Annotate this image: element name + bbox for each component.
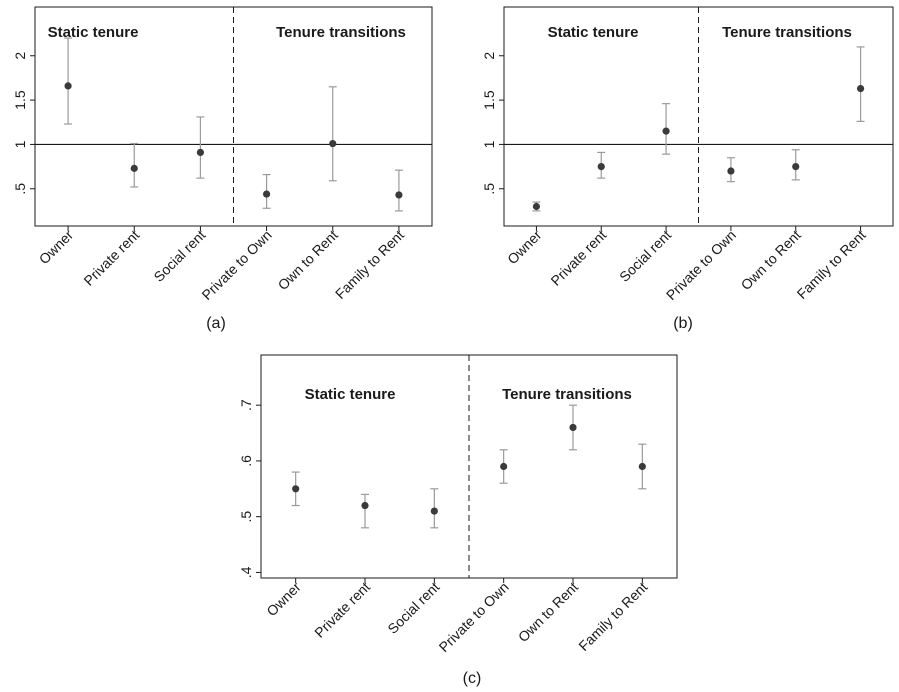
panel-caption: (b): [673, 315, 693, 332]
y-tick-label: .5: [238, 511, 254, 523]
y-tick-label: 1.5: [481, 90, 497, 110]
group-label-transitions: Tenure transitions: [502, 386, 632, 403]
point-estimate: [856, 84, 865, 93]
y-tick-label: 1: [12, 140, 28, 148]
category-label: Private rent: [547, 227, 609, 289]
category-label: Owner: [36, 227, 77, 268]
point-estimate: [64, 82, 72, 90]
group-label-static: Static tenure: [305, 386, 396, 403]
panel-caption: (c): [463, 670, 482, 687]
category-label: Private to Own: [436, 579, 512, 655]
panel-caption: (a): [206, 315, 226, 332]
y-tick-label: .6: [238, 455, 254, 467]
category-label: Private rent: [311, 579, 373, 641]
panel-c: .4 .5 .6 .7 Static tenure Tenure transitions O…: [238, 354, 678, 687]
y-tick-label: .5: [481, 183, 497, 195]
point-estimate: [196, 148, 205, 157]
category-label: Family to Rent: [332, 227, 407, 302]
point-estimate: [792, 162, 800, 171]
category-label: Private to Own: [198, 227, 274, 303]
point-estimate: [727, 167, 735, 175]
panel-a: .5 1 1.5 2 Static tenure Tenure transitions Ow…: [12, 6, 433, 332]
category-label: Social rent: [150, 227, 208, 285]
y-tick-label: 1.5: [12, 90, 28, 110]
point-estimate: [395, 191, 403, 199]
group-label-static: Static tenure: [548, 24, 639, 41]
y-tick-label: .4: [238, 566, 254, 578]
category-label: Own to Rent: [738, 227, 804, 293]
point-estimate: [430, 507, 438, 515]
point-estimate: [292, 485, 300, 493]
point-estimate: [662, 127, 670, 135]
point-estimate: [597, 162, 605, 171]
point-estimate: [532, 202, 541, 211]
group-label-transitions: Tenure transitions: [722, 24, 852, 41]
point-estimate: [361, 501, 369, 510]
group-label-transitions: Tenure transitions: [276, 24, 406, 41]
point-estimate: [638, 462, 646, 471]
point-estimate: [262, 190, 271, 198]
category-label: Private rent: [80, 227, 142, 289]
category-label: Family to Rent: [794, 227, 869, 302]
y-tick-label: 2: [12, 52, 28, 60]
y-tick-label: .5: [12, 183, 28, 195]
y-tick-label: .7: [238, 399, 254, 411]
y-tick-label: 1: [481, 140, 497, 148]
point-estimate: [130, 164, 138, 172]
point-estimate: [500, 462, 508, 471]
category-label: Own to Rent: [275, 227, 341, 293]
category-label: Social rent: [384, 579, 442, 637]
group-label-static: Static tenure: [48, 24, 139, 41]
category-label: Owner: [504, 227, 545, 268]
point-estimate: [569, 423, 577, 432]
category-label: Owner: [263, 579, 304, 620]
category-label: Family to Rent: [575, 579, 650, 654]
category-label: Social rent: [616, 227, 674, 285]
category-label: Private to Own: [663, 227, 739, 303]
panel-b: .5 1 1.5 2 Static tenure Tenure transitions Ow…: [481, 6, 894, 332]
category-label: Own to Rent: [515, 579, 581, 645]
point-estimate: [329, 139, 337, 148]
y-tick-label: 2: [481, 52, 497, 60]
